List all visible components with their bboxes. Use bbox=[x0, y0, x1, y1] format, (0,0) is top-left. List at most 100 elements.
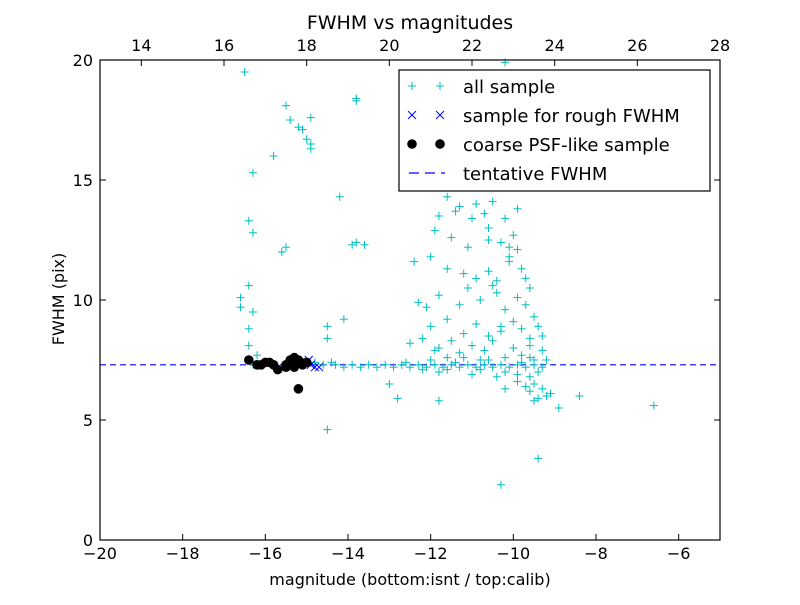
data-point bbox=[248, 308, 257, 316]
data-point bbox=[323, 334, 332, 343]
x-tick-label: −6 bbox=[667, 544, 691, 563]
data-point bbox=[306, 113, 315, 122]
data-point bbox=[393, 394, 402, 403]
data-point bbox=[443, 315, 452, 324]
x-stroke-b bbox=[310, 362, 320, 372]
data-point bbox=[455, 300, 464, 309]
data-point bbox=[434, 212, 443, 220]
data-point bbox=[248, 228, 257, 237]
data-point bbox=[410, 257, 419, 266]
data-point bbox=[455, 348, 464, 357]
x-axis-label: magnitude (bottom:isnt / top:calib) bbox=[269, 570, 550, 589]
data-point bbox=[463, 243, 472, 252]
data-point bbox=[509, 317, 518, 326]
data-point bbox=[277, 248, 286, 256]
x-tick-label: −20 bbox=[83, 544, 117, 563]
data-point bbox=[517, 358, 526, 367]
data-point bbox=[534, 322, 543, 331]
data-point bbox=[339, 315, 348, 324]
legend-entry-all-sample: all sample bbox=[408, 77, 555, 98]
data-point bbox=[513, 293, 522, 302]
top-x-tick-label: 24 bbox=[544, 36, 564, 55]
series-2 bbox=[244, 352, 312, 394]
data-point bbox=[331, 360, 340, 369]
data-point bbox=[269, 152, 278, 160]
x-stroke-b bbox=[407, 110, 417, 120]
chart-title: FWHM vs magnitudes bbox=[307, 12, 513, 34]
data-point bbox=[463, 360, 472, 369]
data-point bbox=[542, 392, 551, 400]
data-point bbox=[364, 360, 373, 369]
data-point bbox=[244, 355, 254, 365]
data-point bbox=[484, 356, 493, 364]
legend-symbol bbox=[407, 110, 417, 120]
data-point bbox=[434, 368, 443, 376]
data-point bbox=[509, 231, 518, 240]
data-point bbox=[496, 238, 505, 247]
data-point bbox=[385, 380, 394, 388]
data-point bbox=[447, 360, 456, 369]
data-point bbox=[352, 96, 361, 105]
data-point bbox=[348, 360, 357, 369]
data-point bbox=[517, 324, 526, 333]
x-stroke-b bbox=[314, 362, 324, 372]
x-tick-label: −8 bbox=[584, 544, 608, 563]
data-point bbox=[513, 204, 522, 213]
top-x-tick-label: 18 bbox=[296, 36, 316, 55]
data-point bbox=[240, 68, 249, 76]
data-point bbox=[459, 269, 468, 278]
data-point bbox=[525, 341, 534, 350]
top-x-tick-label: 22 bbox=[462, 36, 482, 55]
data-point bbox=[339, 363, 348, 372]
data-point bbox=[476, 365, 485, 374]
data-point bbox=[505, 363, 514, 372]
data-point bbox=[538, 384, 547, 393]
data-point bbox=[443, 192, 452, 201]
data-point bbox=[501, 353, 510, 362]
data-point bbox=[534, 454, 543, 463]
data-point bbox=[480, 346, 489, 355]
data-point bbox=[426, 356, 435, 364]
data-point bbox=[513, 245, 522, 254]
data-point bbox=[492, 288, 501, 297]
data-point bbox=[451, 358, 460, 367]
data-point bbox=[244, 341, 253, 350]
data-point bbox=[244, 281, 253, 290]
data-point bbox=[397, 360, 406, 369]
data-point bbox=[530, 312, 538, 321]
data-point bbox=[480, 209, 489, 218]
legend: all sample sample for rough FWHM coarse … bbox=[398, 69, 711, 192]
data-point bbox=[534, 394, 543, 403]
x-tick-label: −12 bbox=[414, 544, 448, 563]
data-point bbox=[509, 344, 518, 352]
y-tick-label: 15 bbox=[73, 171, 93, 190]
data-point bbox=[505, 257, 514, 266]
data-point bbox=[501, 384, 510, 393]
data-point bbox=[455, 202, 464, 211]
x-stroke-b bbox=[435, 110, 445, 120]
data-point bbox=[484, 236, 493, 244]
data-point bbox=[488, 336, 497, 345]
legend-marker-x-icon bbox=[407, 110, 445, 120]
data-point bbox=[447, 233, 456, 242]
data-point bbox=[530, 360, 538, 369]
data-point bbox=[430, 226, 439, 235]
data-point bbox=[521, 274, 530, 283]
y-tick-label: 10 bbox=[73, 291, 93, 310]
data-point bbox=[501, 214, 510, 223]
data-point bbox=[484, 267, 493, 276]
data-point bbox=[447, 336, 456, 345]
legend-label: sample for rough FWHM bbox=[463, 106, 680, 127]
data-point bbox=[513, 377, 522, 386]
data-point bbox=[517, 264, 526, 273]
data-point bbox=[282, 243, 290, 252]
data-point bbox=[406, 339, 414, 348]
legend-label: tentative FWHM bbox=[463, 164, 607, 185]
data-point bbox=[451, 207, 460, 216]
data-point bbox=[476, 296, 485, 304]
data-point bbox=[517, 351, 526, 360]
data-point bbox=[468, 370, 476, 379]
data-point bbox=[505, 243, 514, 252]
